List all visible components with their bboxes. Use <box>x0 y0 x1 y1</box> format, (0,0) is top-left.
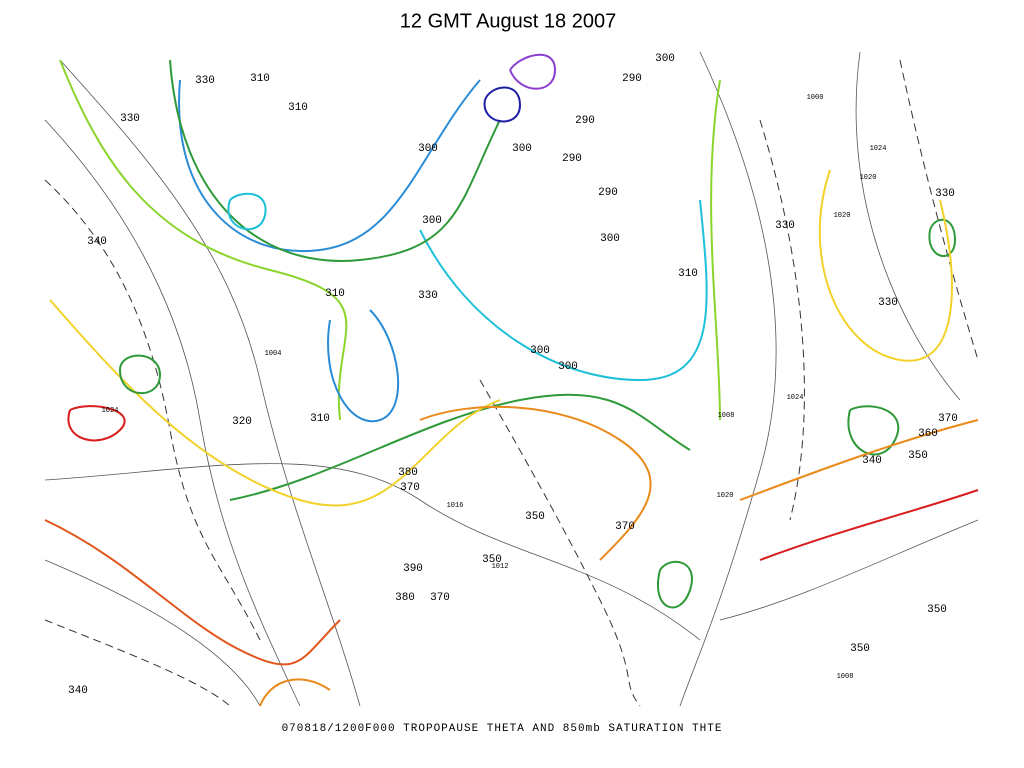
isobar <box>44 119 301 707</box>
contour <box>59 59 348 421</box>
isobar <box>679 51 777 707</box>
dashed-contours <box>44 59 979 707</box>
contour-label: 390 <box>403 563 423 575</box>
contour-label: 300 <box>655 53 675 65</box>
contour <box>227 192 267 231</box>
contour <box>419 199 708 382</box>
theta-contours <box>44 53 979 707</box>
contour-label: 380 <box>395 592 415 604</box>
contour <box>259 678 331 707</box>
map-frame <box>45 52 978 706</box>
contour-label: 310 <box>310 413 330 425</box>
contour <box>229 393 691 501</box>
contour <box>847 405 899 456</box>
pressure-label: 1020 <box>717 492 734 500</box>
contour <box>119 354 162 395</box>
pressure-label: 1004 <box>265 350 282 358</box>
contour-label: 330 <box>195 75 215 87</box>
contour <box>928 218 957 257</box>
contour <box>657 560 693 609</box>
contour-label: 310 <box>288 102 308 114</box>
pressure-label: 1020 <box>860 174 877 182</box>
pressure-label: 1024 <box>102 407 119 415</box>
contour-labels: 330 310 310 330 340 310 330 300 300 290 300 290 290 3… <box>68 53 958 697</box>
contour-label: 290 <box>575 115 595 127</box>
isobar <box>719 519 979 621</box>
contour-label: 300 <box>600 233 620 245</box>
contour-label: 350 <box>908 450 928 462</box>
dashed-contour <box>44 179 261 641</box>
contour-label: 300 <box>418 143 438 155</box>
dashed-contour <box>759 119 805 521</box>
pressure-label: 1016 <box>447 502 464 510</box>
contour <box>178 79 481 253</box>
contour-label: 330 <box>878 297 898 309</box>
map-caption: 070818/1200F000 TROPOPAUSE THETA AND 850… <box>282 723 723 735</box>
contour-label: 340 <box>68 685 88 697</box>
contour-label: 360 <box>918 428 938 440</box>
contour-label: 350 <box>927 604 947 616</box>
isobar <box>855 51 961 401</box>
contour-label: 310 <box>250 73 270 85</box>
contour-label: 340 <box>87 236 107 248</box>
contour-label: 350 <box>850 643 870 655</box>
map-area: 330 310 310 330 340 310 330 300 300 290 300 290 290 3… <box>44 51 979 707</box>
contour-label: 370 <box>400 482 420 494</box>
isobars <box>44 51 979 707</box>
contour-label: 300 <box>558 361 578 373</box>
contour <box>67 405 126 442</box>
contour-label: 350 <box>482 554 502 566</box>
contour-label: 330 <box>120 113 140 125</box>
contour-label: 300 <box>512 143 532 155</box>
contour <box>759 489 979 561</box>
contour-label: 330 <box>775 220 795 232</box>
pressure-label: 1008 <box>718 412 735 420</box>
contour-label: 350 <box>525 511 545 523</box>
contour-label: 370 <box>938 413 958 425</box>
contour-label: 300 <box>530 345 550 357</box>
isobar <box>44 559 261 707</box>
contour-label: 310 <box>325 288 345 300</box>
contour <box>44 519 341 666</box>
dashed-contour <box>899 59 979 361</box>
contour-label: 370 <box>615 521 635 533</box>
contour <box>49 299 501 507</box>
dashed-contour <box>44 619 231 707</box>
pressure-label: 1008 <box>837 673 854 681</box>
contour-label: 370 <box>430 592 450 604</box>
isobar <box>59 59 361 707</box>
contour-label: 300 <box>422 215 442 227</box>
pressure-label: 1024 <box>787 394 804 402</box>
contour <box>483 86 522 123</box>
contour-label: 290 <box>622 73 642 85</box>
contour-label: 330 <box>418 290 438 302</box>
isobar <box>44 463 701 641</box>
contour-label: 290 <box>598 187 618 199</box>
contour-label: 330 <box>935 188 955 200</box>
pressure-label: 1012 <box>492 563 509 571</box>
pressure-label: 1000 <box>807 94 824 102</box>
contour <box>739 419 979 501</box>
contour-label: 310 <box>678 268 698 280</box>
pressure-label: 1024 <box>870 145 887 153</box>
contour <box>509 53 557 90</box>
contour <box>419 405 652 561</box>
contour <box>710 79 721 421</box>
dashed-contour <box>479 379 641 707</box>
contour <box>818 169 953 362</box>
map-title: 12 GMT August 18 2007 <box>400 10 616 32</box>
contour <box>169 59 501 262</box>
contour-label: 320 <box>232 416 252 428</box>
contour-label: 340 <box>862 455 882 467</box>
contour-label: 290 <box>562 153 582 165</box>
contour-label: 380 <box>398 467 418 479</box>
contour <box>327 309 400 423</box>
pressure-label: 1020 <box>834 212 851 220</box>
